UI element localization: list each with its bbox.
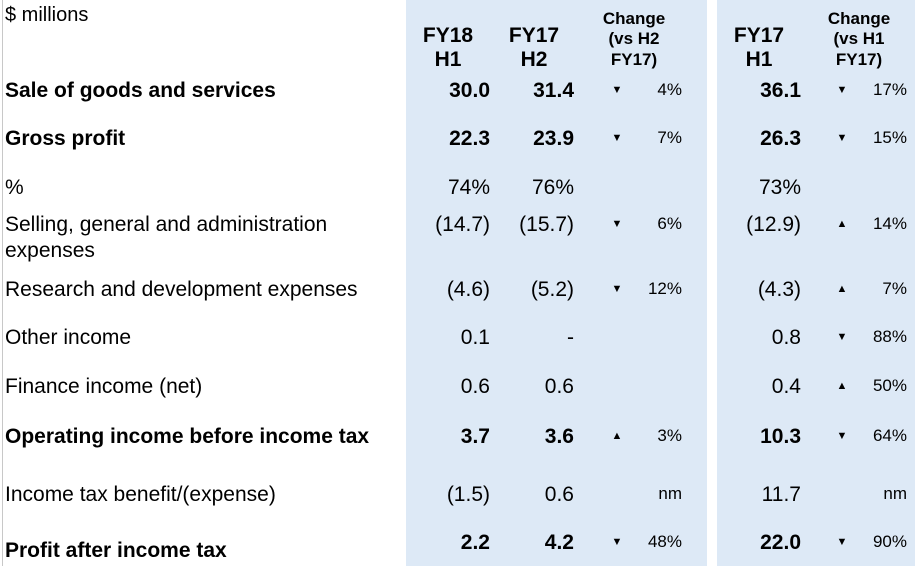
value-fy18-h1: (4.6) <box>446 278 490 301</box>
row-label: Profit after income tax <box>5 539 227 562</box>
triangle-down-icon: ▼ <box>611 283 623 295</box>
value-fy17-h2: 23.9 <box>533 127 574 150</box>
header-change-vs-h1-line2: (vs H1 <box>833 29 885 49</box>
value-fy17-h2: 4.2 <box>544 531 574 554</box>
header-fy18-h1: FY18 H1 <box>406 24 490 71</box>
change-vs-h2-value: 7% <box>657 128 682 147</box>
header-change-vs-h2: Change (vs H2 FY17) <box>590 9 678 70</box>
row-label: Income tax benefit/(expense) <box>5 483 276 506</box>
header-fy17-h1: FY17 H1 <box>717 24 801 71</box>
triangle-down-icon: ▼ <box>611 218 623 230</box>
change-vs-h2-value: 3% <box>657 426 682 445</box>
value-fy17-h1: 0.4 <box>771 375 801 398</box>
value-fy17-h1: 26.3 <box>760 127 801 150</box>
triangle-down-icon: ▼ <box>611 536 623 548</box>
row-label: Operating income before income tax <box>5 425 370 448</box>
value-fy17-h2: (5.2) <box>530 278 574 301</box>
change-vs-h1-value: 14% <box>872 214 907 233</box>
change-vs-h1-value: 15% <box>872 128 907 147</box>
triangle-down-icon: ▼ <box>836 331 848 343</box>
value-fy18-h1: 74% <box>447 176 490 199</box>
value-fy17-h1: (4.3) <box>757 278 801 301</box>
triangle-down-icon: ▼ <box>611 132 623 144</box>
header-fy17-h1-line2: H1 <box>745 47 773 71</box>
value-fy17-h2: 0.6 <box>544 483 574 506</box>
header-fy17-h2: FY17 H2 <box>492 24 576 71</box>
header-fy17-h2-line2: H2 <box>520 47 548 71</box>
triangle-down-icon: ▼ <box>611 84 623 96</box>
change-vs-h1-value: 7% <box>882 279 907 298</box>
triangle-down-icon: ▼ <box>836 430 848 442</box>
header-fy18-h1-line2: H1 <box>434 47 462 71</box>
value-fy17-h1: 36.1 <box>760 79 801 102</box>
value-fy17-h2: 3.6 <box>544 425 574 448</box>
header-fy17-h1-line1: FY17 <box>733 24 785 47</box>
value-fy17-h1: 11.7 <box>761 483 801 506</box>
header-fy18-h1-line1: FY18 <box>422 24 474 47</box>
change-vs-h1-value: 90% <box>872 532 907 551</box>
value-fy18-h1: 3.7 <box>460 425 490 448</box>
header-fy17-h2-line1: FY17 <box>508 24 560 47</box>
column-band-fy17h1 <box>717 0 915 566</box>
triangle-down-icon: ▼ <box>836 536 848 548</box>
value-fy18-h1: 0.6 <box>460 375 490 398</box>
row-label: Selling, general and administration expe… <box>5 213 328 262</box>
triangle-down-icon: ▼ <box>836 84 848 96</box>
column-band-fy18-fy17h2 <box>406 0 707 566</box>
value-fy18-h1: (1.5) <box>446 483 490 506</box>
units-label: $ millions <box>5 4 89 26</box>
change-vs-h1-value: 88% <box>872 327 907 346</box>
value-fy17-h2: 76% <box>531 176 574 199</box>
change-vs-h1-value: 17% <box>872 80 907 99</box>
header-change-vs-h2-line2: (vs H2 <box>608 29 660 49</box>
row-label: Sale of goods and services <box>5 79 276 102</box>
value-fy17-h2: - <box>567 326 574 349</box>
change-vs-h1-value: nm <box>883 484 907 503</box>
triangle-up-icon: ▲ <box>836 218 848 230</box>
value-fy18-h1: 0.1 <box>460 326 490 349</box>
value-fy17-h1: (12.9) <box>746 213 801 236</box>
triangle-up-icon: ▲ <box>836 283 848 295</box>
row-label: % <box>5 176 24 199</box>
change-vs-h2-value: nm <box>658 484 682 503</box>
change-vs-h2-value: 48% <box>647 532 682 551</box>
header-change-vs-h1: Change (vs H1 FY17) <box>815 9 903 70</box>
binding-edge <box>0 0 3 566</box>
change-vs-h2-value: 12% <box>647 279 682 298</box>
change-vs-h1-value: 64% <box>872 426 907 445</box>
header-change-vs-h2-line1: Change <box>602 9 666 28</box>
value-fy18-h1: 2.2 <box>460 531 490 554</box>
value-fy18-h1: (14.7) <box>435 213 490 236</box>
triangle-down-icon: ▼ <box>836 132 848 144</box>
header-change-vs-h2-line3: FY17) <box>610 49 658 69</box>
change-vs-h2-value: 6% <box>657 214 682 233</box>
row-label: Other income <box>5 326 132 349</box>
change-vs-h2-value: 4% <box>657 80 682 99</box>
header-change-vs-h1-line1: Change <box>827 9 891 28</box>
row-label: Gross profit <box>5 127 126 150</box>
value-fy17-h2: 0.6 <box>544 375 574 398</box>
value-fy18-h1: 22.3 <box>449 127 490 150</box>
value-fy17-h1: 73% <box>758 176 801 199</box>
triangle-up-icon: ▲ <box>611 430 623 442</box>
value-fy18-h1: 30.0 <box>449 79 490 102</box>
value-fy17-h1: 22.0 <box>760 531 801 554</box>
value-fy17-h1: 10.3 <box>760 425 801 448</box>
header-change-vs-h1-line3: FY17) <box>835 49 883 69</box>
value-fy17-h2: 31.4 <box>533 79 574 102</box>
row-label: Finance income (net) <box>5 375 203 398</box>
value-fy17-h2: (15.7) <box>519 213 574 236</box>
row-label: Research and development expenses <box>5 278 358 301</box>
value-fy17-h1: 0.8 <box>771 326 801 349</box>
change-vs-h1-value: 50% <box>872 376 907 395</box>
triangle-up-icon: ▲ <box>836 380 848 392</box>
